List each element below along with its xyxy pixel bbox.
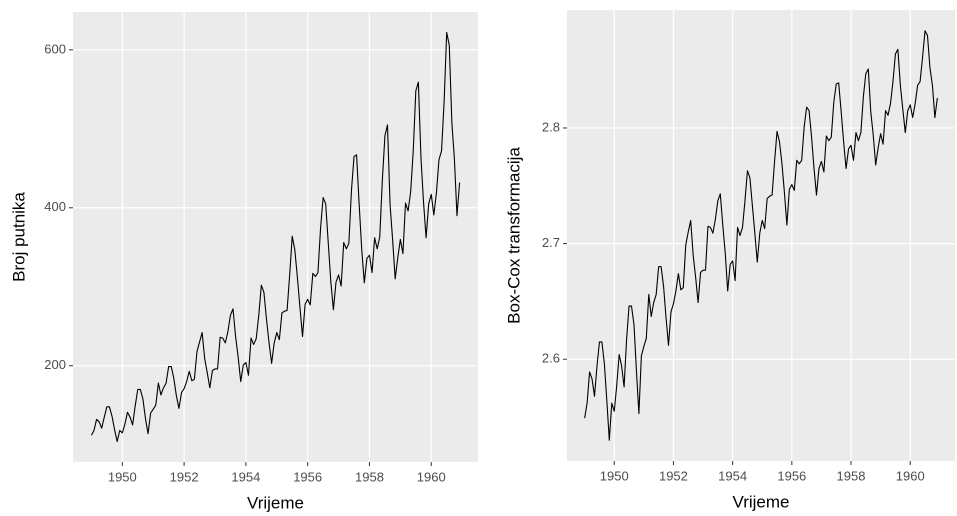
data-line	[90, 31, 461, 443]
y-tick-label: 2.8	[542, 119, 560, 134]
data-line	[584, 30, 938, 441]
x-tick-label: 1950	[108, 469, 137, 484]
x-tick-label: 1954	[718, 468, 747, 483]
y-tick-label: 200	[44, 357, 66, 372]
x-axis-title: Vrijeme	[247, 493, 304, 512]
x-tick-label: 1960	[417, 469, 446, 484]
plot-background	[567, 10, 955, 461]
x-tick-label: 1958	[837, 468, 866, 483]
x-tick-label: 1954	[231, 469, 260, 484]
x-tick-label: 1950	[600, 468, 629, 483]
panel: 2.6 2.7 2.8 1950 1952 1954 1956 1958 1960 Vrijeme…	[504, 10, 955, 511]
x-tick-label: 1960	[896, 468, 925, 483]
plot-background	[73, 12, 478, 462]
panel: 200 400 600 1950 1952 1954 1956 1958 1960 Vrijeme…	[9, 12, 478, 512]
x-tick-label: 1956	[777, 468, 806, 483]
y-tick-label: 600	[44, 41, 66, 56]
y-tick-label: 2.6	[542, 351, 560, 366]
y-tick-label: 2.7	[542, 235, 560, 250]
y-axis-title: Box-Cox transformacija	[504, 147, 523, 324]
x-tick-label: 1958	[355, 469, 384, 484]
x-axis-title: Vrijeme	[733, 492, 790, 511]
y-axis-title: Broj putnika	[9, 192, 28, 282]
x-tick-label: 1952	[659, 468, 688, 483]
x-tick-label: 1952	[170, 469, 199, 484]
x-tick-label: 1956	[293, 469, 322, 484]
y-tick-label: 400	[44, 199, 66, 214]
